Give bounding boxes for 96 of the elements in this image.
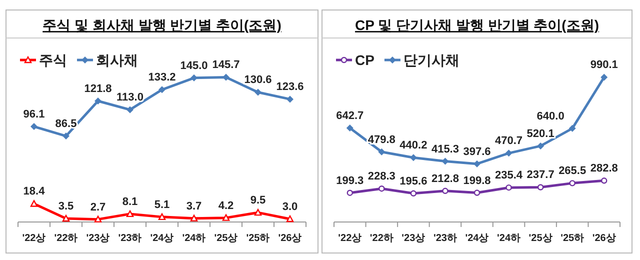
data-label: 96.1: [23, 108, 45, 121]
point: [378, 148, 386, 156]
point: [126, 106, 134, 114]
x-tick-label: '25상: [214, 233, 238, 244]
data-label: 3.7: [186, 200, 202, 212]
data-label: 397.6: [463, 146, 491, 158]
x-tick-label: '23하: [433, 233, 457, 244]
point: [410, 154, 417, 162]
point: [378, 186, 385, 192]
data-label: 199.8: [463, 174, 491, 187]
x-tick-label: '24상: [150, 233, 174, 244]
point: [94, 216, 102, 222]
point: [568, 124, 576, 132]
x-tick-label: '23하: [118, 233, 142, 244]
data-label: 145.0: [180, 60, 208, 72]
data-label: 133.2: [148, 72, 176, 84]
x-tick-label: '25상: [528, 233, 552, 244]
data-label: 5.1: [154, 198, 170, 211]
data-label: 479.8: [368, 134, 396, 146]
legend-label: CP: [355, 52, 374, 68]
data-label: 640.0: [536, 110, 564, 122]
point: [62, 132, 70, 140]
point: [537, 184, 544, 190]
point: [601, 178, 608, 184]
data-label: 282.8: [590, 162, 618, 175]
point: [30, 123, 38, 130]
point: [474, 190, 480, 196]
x-tick-label: '24하: [497, 233, 521, 244]
data-label: 440.2: [400, 140, 428, 152]
x-tick-label: '22하: [54, 233, 78, 244]
data-label: 2.7: [90, 201, 106, 214]
data-label: 86.5: [55, 118, 77, 130]
point: [190, 74, 198, 82]
x-tick-label: '24하: [182, 233, 206, 244]
data-label: 3.5: [58, 200, 74, 213]
x-tick-label: '23상: [86, 233, 110, 244]
point: [506, 184, 512, 191]
data-label: 990.1: [590, 59, 618, 72]
point: [62, 214, 70, 222]
data-label: 520.1: [526, 128, 554, 140]
data-label: 642.7: [336, 110, 364, 122]
x-tick-label: '22상: [338, 233, 362, 244]
data-label: 199.3: [336, 174, 364, 187]
data-label: 4.2: [218, 200, 234, 212]
data-label: 212.8: [431, 172, 459, 185]
point: [158, 86, 166, 94]
x-tick-label: '26상: [592, 233, 616, 244]
data-label: 113.0: [116, 92, 144, 104]
point: [346, 124, 354, 132]
x-tick-label: '22상: [22, 233, 46, 244]
data-label: 235.4: [495, 170, 524, 182]
point: [254, 88, 262, 96]
point: [158, 213, 166, 220]
data-label: 265.5: [558, 165, 586, 178]
x-tick-label: '25하: [246, 233, 270, 244]
point: [126, 210, 134, 218]
data-label: 228.3: [368, 170, 396, 183]
point: [190, 214, 198, 222]
legend-label: 회사채: [96, 52, 138, 68]
data-label: 8.1: [122, 196, 138, 208]
point: [474, 160, 480, 168]
data-label: 123.6: [276, 81, 304, 94]
legend-label: 단기사채: [403, 52, 460, 68]
data-label: 470.7: [495, 135, 523, 148]
x-tick-label: '23상: [402, 233, 426, 244]
point: [346, 190, 353, 196]
point: [442, 158, 449, 165]
data-label: 18.4: [23, 186, 46, 198]
data-label: 195.6: [400, 175, 428, 188]
x-tick-label: '25하: [560, 233, 584, 244]
point: [222, 214, 230, 221]
data-label: 9.5: [250, 194, 266, 207]
point: [505, 150, 512, 157]
x-tick-label: '24상: [465, 233, 489, 244]
point: [410, 190, 417, 196]
point: [286, 215, 294, 222]
point: [94, 97, 102, 104]
chart-title: 주식 및 회사채 발행 반기별 추이(조원): [42, 17, 282, 33]
data-label: 130.6: [244, 74, 272, 86]
point: [30, 200, 38, 207]
data-label: 237.7: [526, 169, 554, 182]
point: [569, 180, 576, 186]
data-label: 415.3: [431, 143, 459, 156]
chart-title: CP 및 단기사채 발행 반기별 추이(조원): [355, 17, 599, 33]
x-tick-label: '22하: [370, 233, 394, 244]
point: [286, 96, 294, 103]
data-label: 145.7: [212, 59, 240, 72]
x-tick-label: '26상: [278, 233, 302, 244]
legend-label: 주식: [39, 52, 67, 68]
point: [254, 208, 262, 216]
point: [537, 142, 544, 150]
data-label: 121.8: [84, 82, 112, 95]
point: [600, 74, 608, 81]
point: [442, 188, 448, 194]
data-label: 3.0: [282, 201, 298, 214]
point: [222, 74, 230, 81]
